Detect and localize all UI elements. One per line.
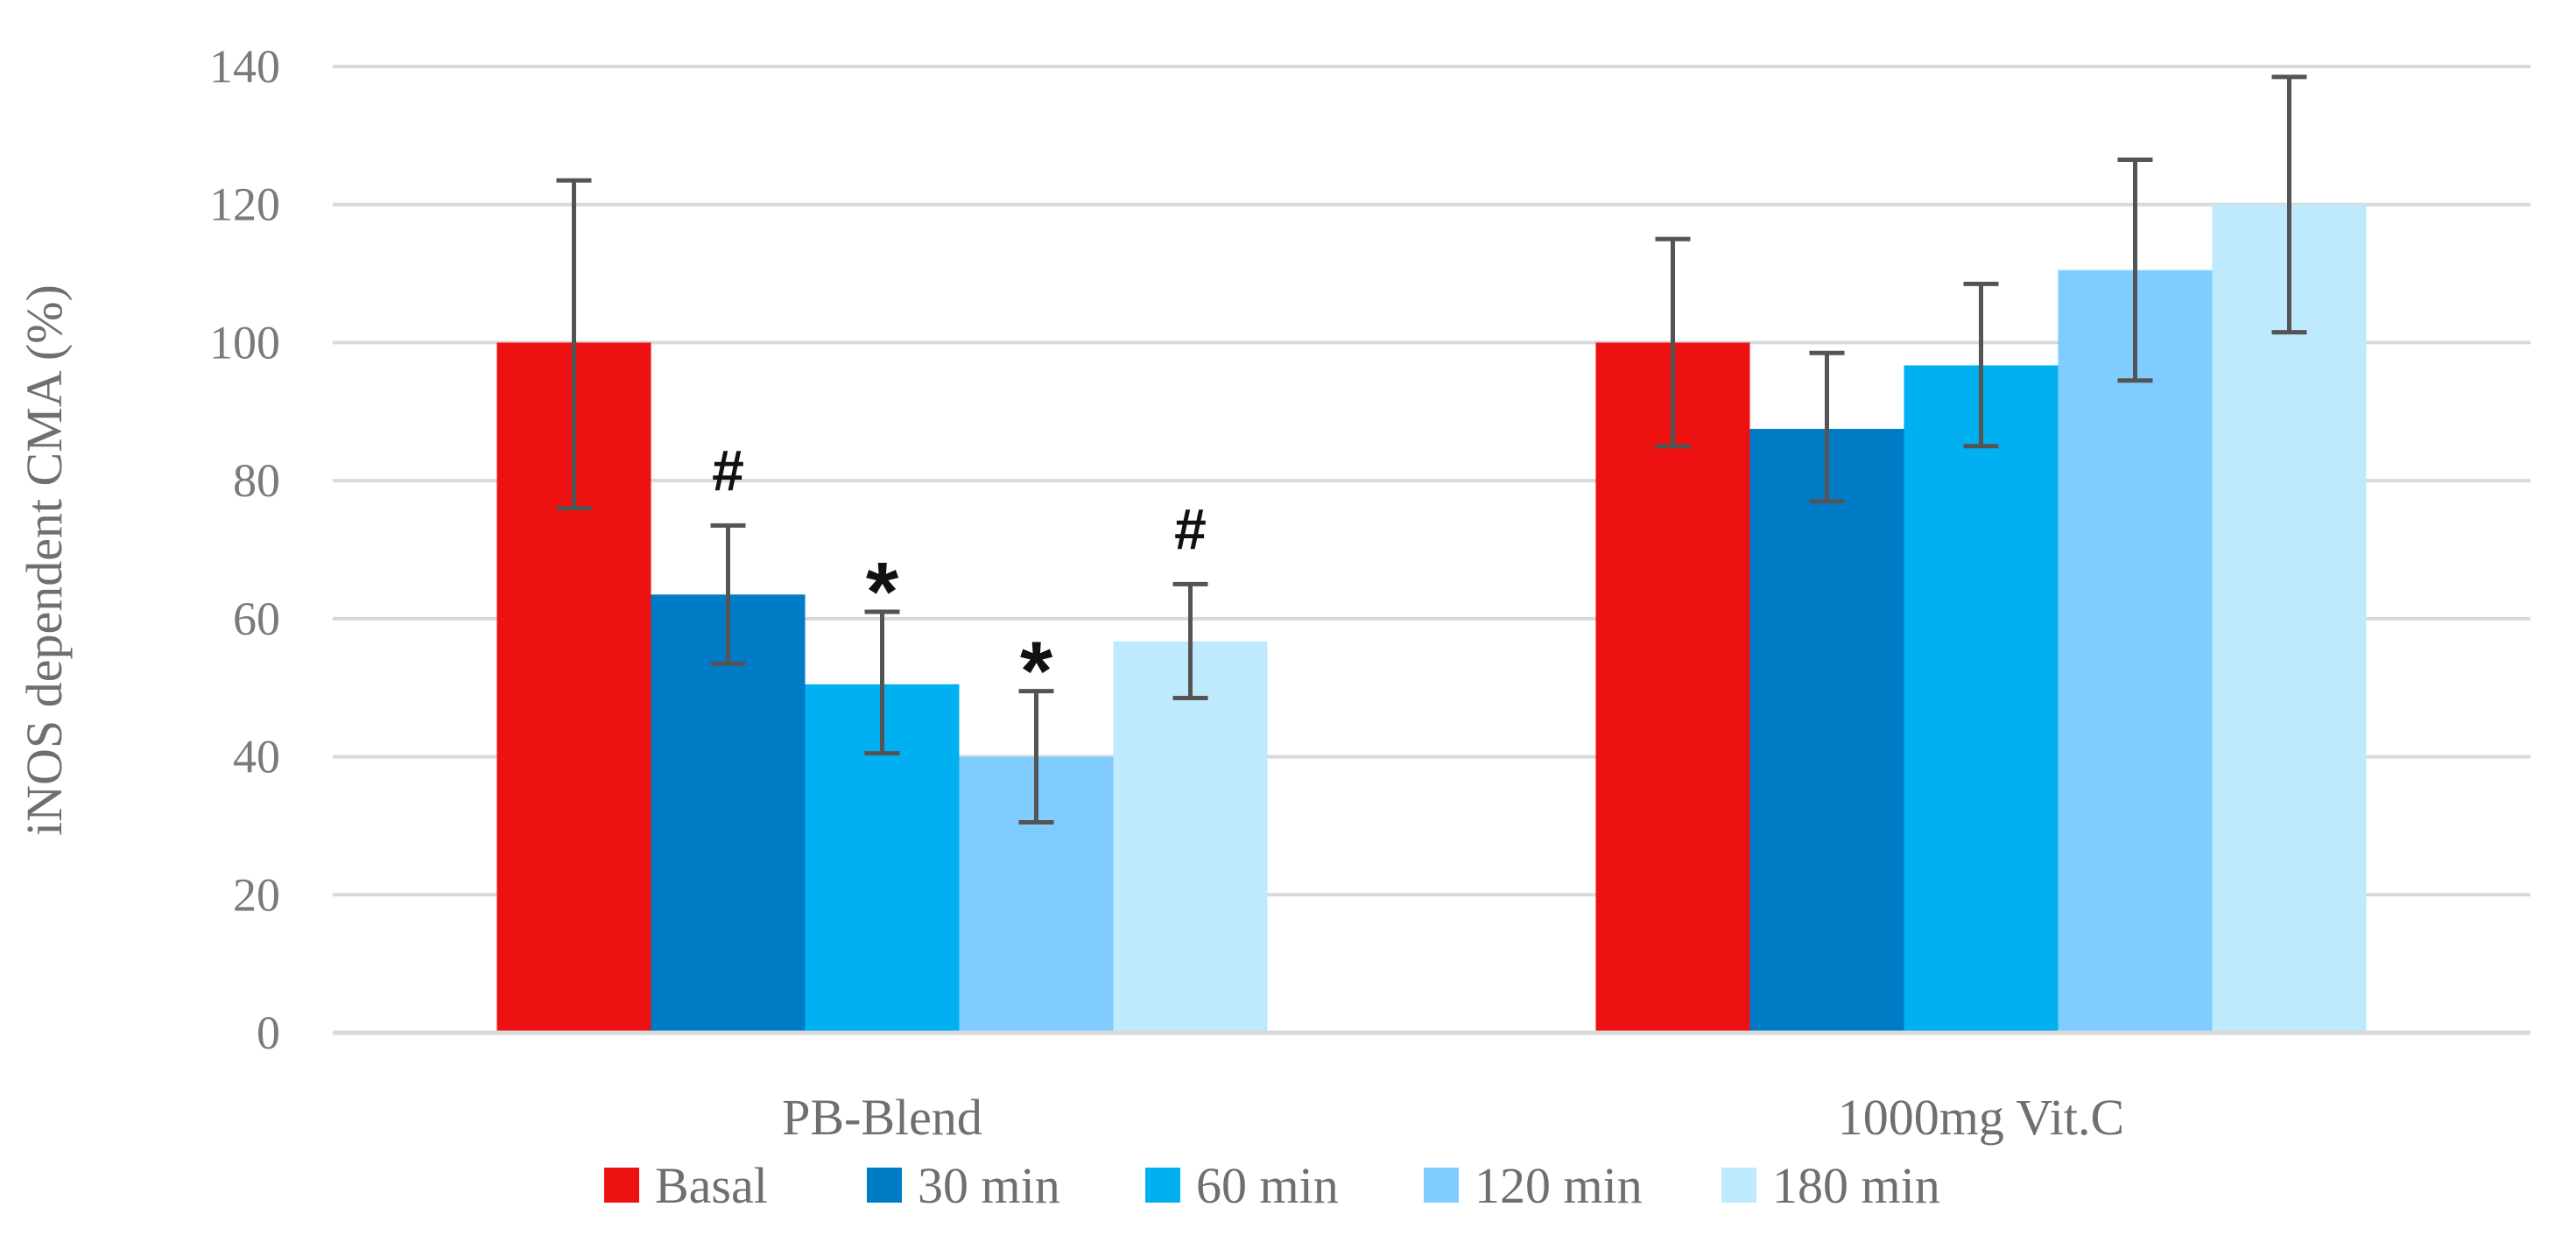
y-tick-label: 60 <box>233 593 280 645</box>
legend-swatch <box>1145 1168 1180 1203</box>
legend-label: 120 min <box>1475 1157 1643 1214</box>
y-tick-label: 0 <box>257 1007 280 1059</box>
bar-30-min <box>651 594 806 1033</box>
y-tick-label: 120 <box>209 179 280 231</box>
y-axis-title: iNOS dependent CMA (%) <box>16 284 73 836</box>
significance-marker: # <box>1174 496 1207 561</box>
significance-marker: * <box>866 545 899 639</box>
y-tick-label: 140 <box>209 40 280 93</box>
axes: 0 20 40 60 80 100 120 140 iNOS dependent CMA (%)… <box>16 40 2530 1146</box>
significance-marker: # <box>712 438 744 502</box>
legend-swatch <box>1424 1168 1459 1203</box>
y-tick-label: 80 <box>233 454 280 507</box>
x-category-label: 1000mg Vit.C <box>1838 1089 2124 1146</box>
legend: Basal 30 min 60 min 120 min 180 min <box>604 1157 1940 1214</box>
y-tick-label: 20 <box>233 868 280 921</box>
legend-label: 60 min <box>1196 1157 1339 1214</box>
bar-30-min <box>1749 429 1904 1033</box>
bar-180-min <box>2212 204 2367 1033</box>
y-tick-label: 40 <box>233 731 280 783</box>
bar-180-min <box>1113 641 1268 1033</box>
significance-annotations: # * * # <box>712 438 1207 718</box>
legend-swatch <box>604 1168 639 1203</box>
bar-60-min <box>1904 365 2059 1033</box>
significance-marker: * <box>1020 625 1053 719</box>
error-bars <box>556 74 2307 824</box>
legend-swatch <box>1721 1168 1756 1203</box>
bars <box>496 204 2367 1034</box>
y-tick-label: 100 <box>209 316 280 368</box>
legend-swatch <box>867 1168 902 1203</box>
legend-label: 180 min <box>1772 1157 1940 1214</box>
legend-label: Basal <box>655 1157 768 1214</box>
bar-basal <box>1595 342 1750 1033</box>
legend-label: 30 min <box>918 1157 1060 1214</box>
bar-120-min <box>2058 270 2213 1034</box>
x-category-label: PB-Blend <box>782 1089 982 1146</box>
